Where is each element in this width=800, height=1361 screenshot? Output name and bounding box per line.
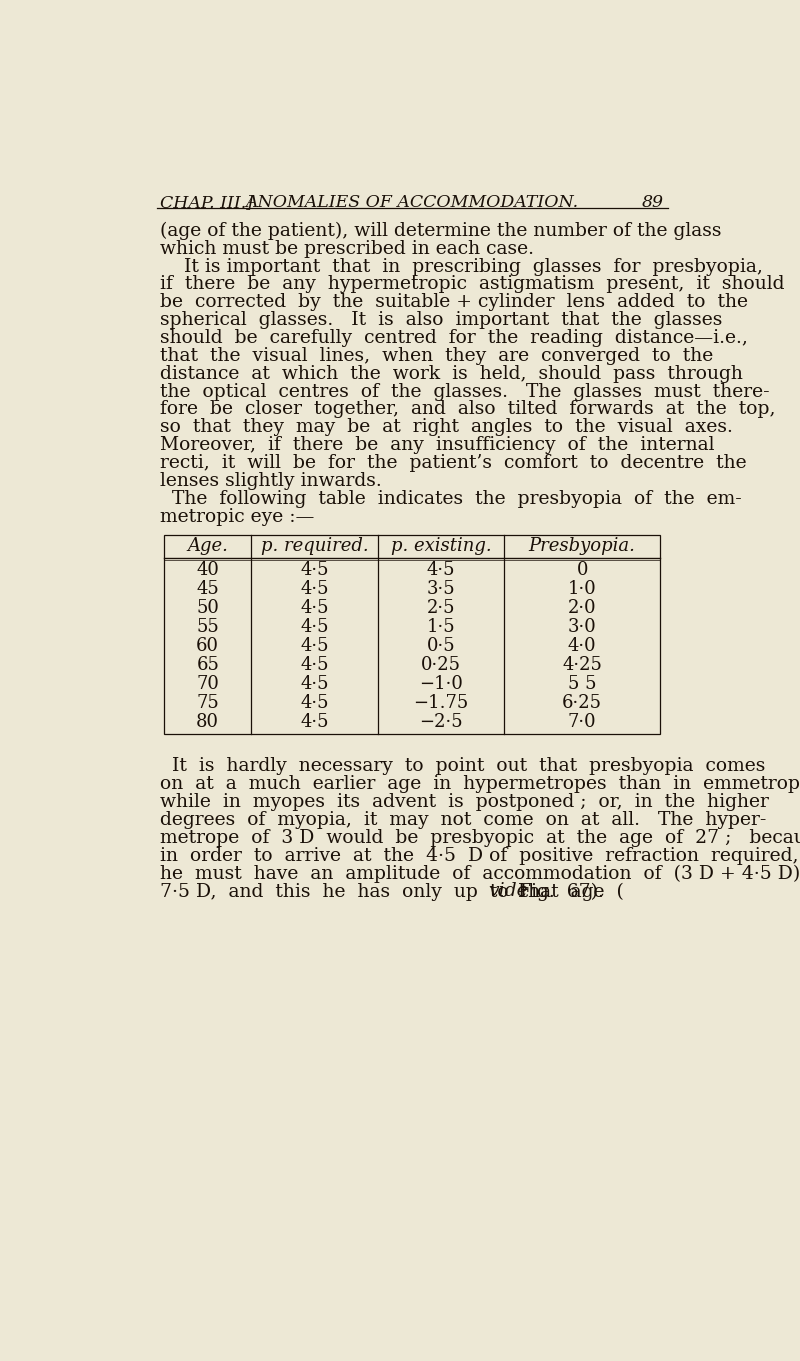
Text: on  at  a  much  earlier  age  in  hypermetropes  than  in  emmetropes  ;: on at a much earlier age in hypermetrope… xyxy=(161,776,800,793)
Text: 1·0: 1·0 xyxy=(568,580,597,597)
Text: 7·5 D,  and  this  he  has  only  up  to  that  age  (: 7·5 D, and this he has only up to that a… xyxy=(161,882,624,901)
Text: spherical  glasses.   It  is  also  important  that  the  glasses: spherical glasses. It is also important … xyxy=(161,312,723,329)
Text: metropic eye :—: metropic eye :— xyxy=(161,508,315,525)
Text: 2·5: 2·5 xyxy=(426,599,455,617)
Text: 89: 89 xyxy=(642,195,664,211)
Text: 4·5: 4·5 xyxy=(300,618,329,636)
Text: 4·5: 4·5 xyxy=(426,561,455,578)
Text: (age of the patient), will determine the number of the glass: (age of the patient), will determine the… xyxy=(161,222,722,240)
Text: should  be  carefully  centred  for  the  reading  distance—i.e.,: should be carefully centred for the read… xyxy=(161,329,748,347)
Text: It  is  hardly  necessary  to  point  out  that  presbyopia  comes: It is hardly necessary to point out that… xyxy=(161,758,766,776)
Text: 70: 70 xyxy=(196,675,219,693)
Text: −1.75: −1.75 xyxy=(414,694,469,712)
Text: so  that  they  may  be  at  right  angles  to  the  visual  axes.: so that they may be at right angles to t… xyxy=(161,418,734,437)
Text: fore  be  closer  together,  and  also  tilted  forwards  at  the  top,: fore be closer together, and also tilted… xyxy=(161,400,776,418)
Text: ANOMALIES OF ACCOMMODATION.: ANOMALIES OF ACCOMMODATION. xyxy=(246,195,579,211)
Text: 3·0: 3·0 xyxy=(568,618,597,636)
Text: Moreover,  if  there  be  any  insufficiency  of  the  internal: Moreover, if there be any insufficiency … xyxy=(161,437,715,455)
Text: vide: vide xyxy=(488,882,528,901)
Text: the  optical  centres  of  the  glasses.   The  glasses  must  there-: the optical centres of the glasses. The … xyxy=(161,382,770,400)
Text: 5 5: 5 5 xyxy=(568,675,597,693)
Text: which must be prescribed in each case.: which must be prescribed in each case. xyxy=(161,240,534,257)
Text: 50: 50 xyxy=(196,599,219,617)
Text: p. existing.: p. existing. xyxy=(390,538,491,555)
Text: lenses slightly inwards.: lenses slightly inwards. xyxy=(161,472,382,490)
Text: metrope  of  3 D  would  be  presbyopic  at  the  age  of  27 ;   because,: metrope of 3 D would be presbyopic at th… xyxy=(161,829,800,847)
Text: 75: 75 xyxy=(196,694,219,712)
Text: he  must  have  an  amplitude  of  accommodation  of  (3 D + 4·5 D): he must have an amplitude of accommodati… xyxy=(161,864,800,883)
Text: CHAP. III.]: CHAP. III.] xyxy=(161,195,254,211)
Text: The  following  table  indicates  the  presbyopia  of  the  em-: The following table indicates the presby… xyxy=(161,490,742,508)
Bar xyxy=(164,535,660,735)
Text: 0: 0 xyxy=(577,561,588,578)
Text: recti,  it  will  be  for  the  patient’s  comfort  to  decentre  the: recti, it will be for the patient’s comf… xyxy=(161,455,747,472)
Text: 40: 40 xyxy=(196,561,219,578)
Text: 4·25: 4·25 xyxy=(562,656,602,674)
Text: 2·0: 2·0 xyxy=(568,599,597,617)
Text: 4·5: 4·5 xyxy=(300,580,329,597)
Text: 65: 65 xyxy=(196,656,219,674)
Text: 4·5: 4·5 xyxy=(300,637,329,655)
Text: be  corrected  by  the  suitable + cylinder  lens  added  to  the: be corrected by the suitable + cylinder … xyxy=(161,294,749,312)
Text: 0·5: 0·5 xyxy=(426,637,455,655)
Text: 4·5: 4·5 xyxy=(300,656,329,674)
Text: 4·5: 4·5 xyxy=(300,713,329,731)
Text: 45: 45 xyxy=(196,580,219,597)
Text: Age.: Age. xyxy=(187,538,228,555)
Text: Presbyopia.: Presbyopia. xyxy=(529,538,636,555)
Text: 6·25: 6·25 xyxy=(562,694,602,712)
Text: 3·5: 3·5 xyxy=(426,580,455,597)
Text: It is important  that  in  prescribing  glasses  for  presbyopia,: It is important that in prescribing glas… xyxy=(161,257,763,275)
Text: distance  at  which  the  work  is  held,  should  pass  through: distance at which the work is held, shou… xyxy=(161,365,743,382)
Text: 4·0: 4·0 xyxy=(568,637,597,655)
Text: −1·0: −1·0 xyxy=(419,675,462,693)
Text: 60: 60 xyxy=(196,637,219,655)
Text: 7·0: 7·0 xyxy=(568,713,597,731)
Text: that  the  visual  lines,  when  they  are  converged  to  the: that the visual lines, when they are con… xyxy=(161,347,714,365)
Text: 4·5: 4·5 xyxy=(300,694,329,712)
Text: if  there  be  any  hypermetropic  astigmatism  present,  it  should: if there be any hypermetropic astigmatis… xyxy=(161,275,785,294)
Text: 80: 80 xyxy=(196,713,219,731)
Text: 4·5: 4·5 xyxy=(300,599,329,617)
Text: while  in  myopes  its  advent  is  postponed ;  or,  in  the  higher: while in myopes its advent is postponed … xyxy=(161,793,770,811)
Text: 1·5: 1·5 xyxy=(426,618,455,636)
Text: Fig.  67).: Fig. 67). xyxy=(513,882,604,901)
Text: 0·25: 0·25 xyxy=(421,656,461,674)
Text: 4·5: 4·5 xyxy=(300,675,329,693)
Text: in  order  to  arrive  at  the  4·5  D of  positive  refraction  required,: in order to arrive at the 4·5 D of posit… xyxy=(161,847,799,864)
Text: p. required.: p. required. xyxy=(261,538,368,555)
Text: 4·5: 4·5 xyxy=(300,561,329,578)
Text: 55: 55 xyxy=(196,618,219,636)
Text: degrees  of  myopia,  it  may  not  come  on  at  all.   The  hyper-: degrees of myopia, it may not come on at… xyxy=(161,811,767,829)
Text: −2·5: −2·5 xyxy=(419,713,462,731)
